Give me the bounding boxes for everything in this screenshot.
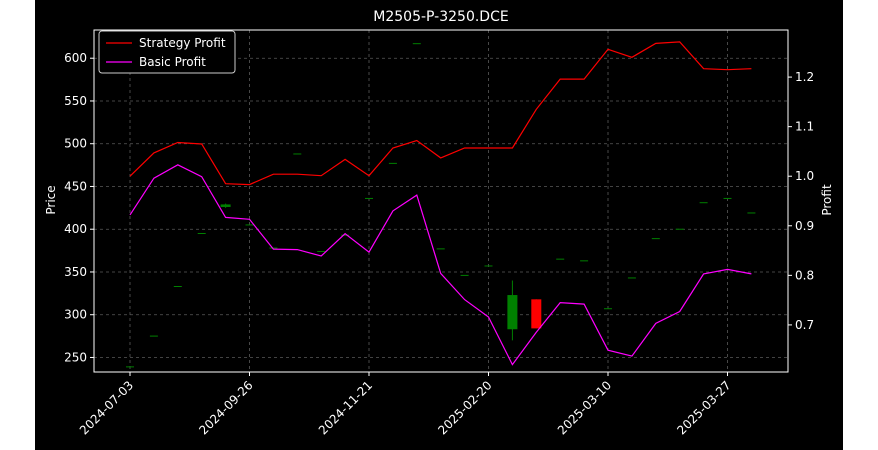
legend: Strategy Profit Basic Profit	[98, 30, 236, 74]
chart-title: M2505-P-3250.DCE	[373, 9, 508, 25]
chart-background	[35, 0, 843, 450]
y-right-tick-label-3: 1.0	[795, 169, 814, 183]
y-left-tick-label-7: 600	[64, 51, 87, 65]
y-left-tick-label-1: 300	[64, 308, 87, 322]
y-left-tick-label-2: 350	[64, 265, 87, 279]
series-line-basic-profit	[129, 164, 752, 366]
y-left-tick-label-4: 450	[64, 179, 87, 193]
legend-box	[98, 30, 236, 74]
candle-layer	[126, 43, 756, 368]
y-left-tick-label-6: 550	[64, 94, 87, 108]
y-right-tick-label-1: 0.8	[795, 268, 814, 282]
candle-body-16	[507, 295, 518, 330]
y-axis-label-left: Price	[44, 185, 58, 214]
y-axis-label-right: Profit	[820, 184, 834, 216]
y-right-tick-label-2: 0.9	[795, 219, 814, 233]
legend-label-basic-profit: Basic Profit	[139, 55, 206, 69]
series-line-strategy-profit	[129, 41, 752, 186]
y-left-tick-label-5: 500	[64, 137, 87, 151]
series-layer	[129, 41, 752, 366]
candle-body-17	[531, 299, 542, 329]
y-right-tick-label-5: 1.2	[795, 70, 814, 84]
y-left-tick-label-3: 400	[64, 222, 87, 236]
y-right-tick-label-4: 1.1	[795, 120, 814, 134]
grid-layer	[94, 30, 788, 372]
legend-label-strategy-profit: Strategy Profit	[139, 36, 226, 50]
y-right-tick-label-0: 0.7	[795, 318, 814, 332]
candle-body-4	[220, 204, 231, 207]
y-left-tick-label-0: 250	[64, 350, 87, 364]
plot-frame	[93, 29, 789, 373]
